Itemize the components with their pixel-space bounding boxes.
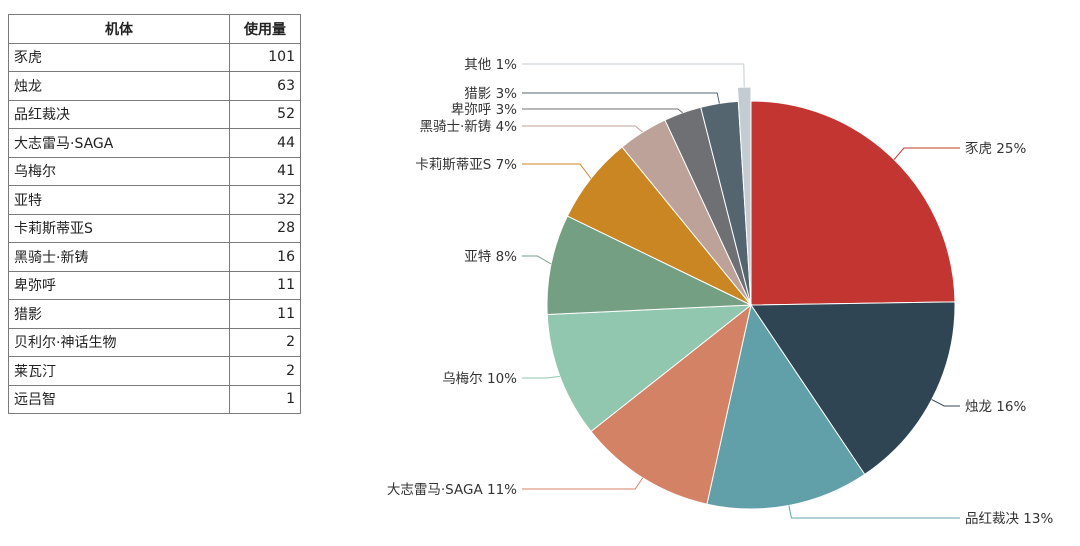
column-header-value: 使用量 (229, 14, 301, 44)
label-leader-line (522, 108, 683, 114)
table-row: 远吕智 1 (8, 384, 301, 414)
label-leader-line (788, 505, 960, 519)
table-row: 亚特 32 (8, 185, 301, 215)
cell-value: 28 (229, 213, 301, 243)
cell-value: 101 (229, 42, 301, 72)
slice-label: 其他 1% (464, 57, 517, 73)
pie-slice (750, 100, 956, 306)
slice-label: 卑弥呼 3% (451, 101, 517, 118)
cell-value: 52 (229, 99, 301, 129)
cell-value: 32 (229, 185, 301, 215)
pie-slice (546, 215, 752, 316)
cell-name: 乌梅尔 (8, 156, 230, 186)
cell-name: 黑骑士·新铸 (8, 242, 230, 272)
pie-slice (590, 303, 752, 505)
slice-label: 豕虎 25% (965, 141, 1026, 157)
table-row: 卡莉斯蒂亚S 28 (8, 213, 301, 243)
table-row: 猎影 11 (8, 299, 301, 329)
cell-value: 44 (229, 128, 301, 158)
slice-label: 烛龙 16% (965, 399, 1026, 415)
cell-value: 41 (229, 156, 301, 186)
cell-value: 11 (229, 270, 301, 300)
cell-value: 2 (229, 327, 301, 357)
table-row: 黑骑士·新铸 16 (8, 242, 301, 272)
label-leader-line (522, 255, 552, 265)
label-leader-line (522, 92, 720, 104)
usage-table: 机体 使用量 豕虎 101 烛龙 63 品红裁决 52 大志雷马·SAGA 44 乌梅尔 41 亚特… (8, 14, 301, 414)
table-body: 豕虎 101 烛龙 63 品红裁决 52 大志雷马·SAGA 44 乌梅尔 41 亚特 32 卡莉斯蒂亚… (8, 42, 301, 414)
pie-slice (736, 86, 752, 306)
label-leader-line (522, 63, 745, 88)
label-leader-line (893, 147, 960, 160)
pie-labels: 豕虎 25% 烛龙 16% 品红裁决 13% 大志雷马·SAGA 11% 乌梅尔 10%… (387, 57, 1054, 527)
cell-name: 卡莉斯蒂亚S (8, 213, 230, 243)
cell-value: 1 (229, 384, 301, 414)
label-leader-line (522, 125, 644, 133)
label-leader-line (522, 477, 644, 490)
pie-slices (546, 86, 956, 510)
table-row: 贝利尔·神话生物 2 (8, 327, 301, 357)
label-leader-line (522, 375, 560, 379)
cell-name: 品红裁决 (8, 99, 230, 129)
slice-label: 亚特 8% (464, 249, 517, 265)
slice-label: 卡莉斯蒂亚S 7% (415, 157, 517, 173)
table-row: 品红裁决 52 (8, 99, 301, 129)
pie-slice (706, 303, 866, 510)
table-row: 烛龙 63 (8, 71, 301, 101)
label-leader-line (522, 163, 592, 179)
slice-label: 黑骑士·新铸 4% (420, 119, 518, 135)
cell-value: 63 (229, 71, 301, 101)
table-row: 乌梅尔 41 (8, 156, 301, 186)
pie-slice (546, 304, 753, 433)
slice-label: 大志雷马·SAGA 11% (387, 482, 517, 498)
table-header-row: 机体 使用量 (8, 14, 301, 44)
label-leader-line (931, 399, 960, 407)
slice-label: 品红裁决 13% (965, 511, 1053, 527)
table-row: 大志雷马·SAGA 44 (8, 128, 301, 158)
cell-name: 远吕智 (8, 384, 230, 414)
column-header-name: 机体 (8, 14, 230, 44)
cell-name: 亚特 (8, 185, 230, 215)
cell-name: 大志雷马·SAGA (8, 128, 230, 158)
slice-label: 乌梅尔 10% (442, 371, 517, 387)
slice-label: 猎影 3% (464, 86, 517, 102)
cell-name: 猎影 (8, 299, 230, 329)
